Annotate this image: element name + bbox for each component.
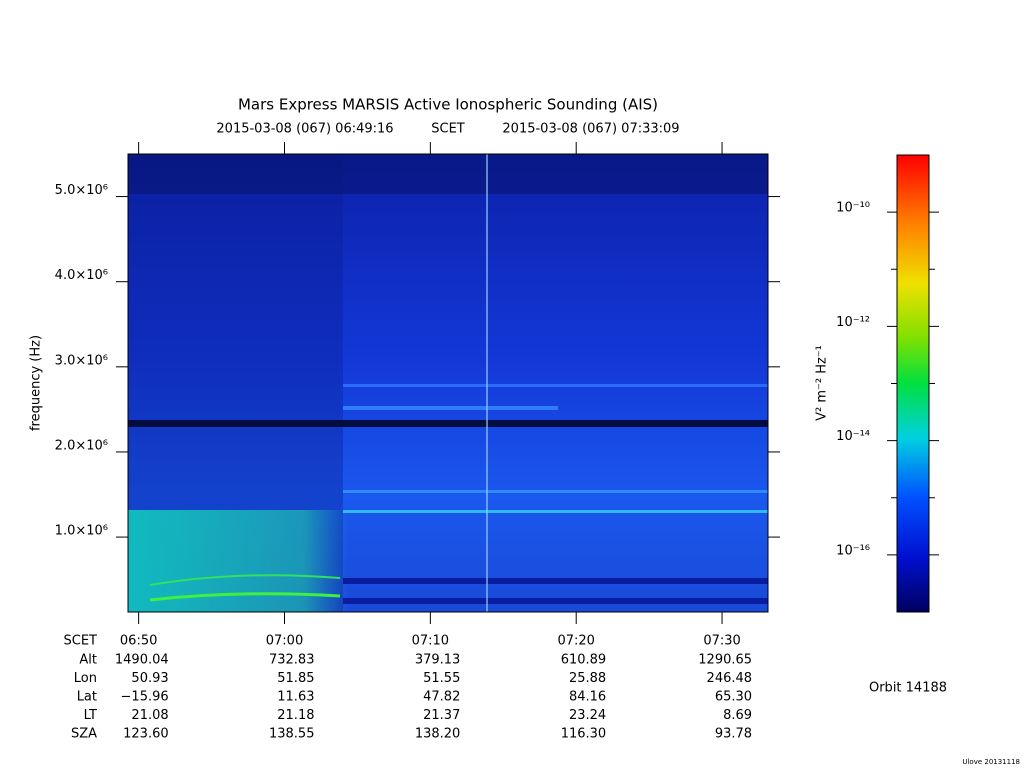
- table-cell: 1290.65: [698, 653, 752, 668]
- spectrogram-band: [128, 420, 768, 427]
- table-row-label: LT: [84, 708, 97, 723]
- spectrogram-band: [343, 406, 558, 410]
- spectrogram-stripe: [486, 154, 488, 612]
- table-cell: −15.96: [121, 690, 169, 705]
- time-label: SCET: [431, 122, 465, 137]
- table-cell: 379.13: [415, 653, 461, 668]
- table-cell: 1490.04: [115, 653, 169, 668]
- table-cell: 246.48: [707, 671, 753, 686]
- colorbar-tick-label: 10⁻¹⁴: [836, 429, 870, 444]
- table-row-label: Lon: [74, 671, 97, 686]
- spectrogram: [128, 154, 768, 612]
- footer: Ulove 20131118: [962, 758, 1020, 766]
- spectrogram-trace: [149, 592, 341, 602]
- y-tick-label: 2.0×10⁶: [55, 438, 108, 453]
- colorbar-tick-label: 10⁻¹²: [836, 315, 870, 330]
- table-row-label: SZA: [71, 727, 97, 742]
- spectrogram-trace: [149, 574, 341, 586]
- table-cell: 138.55: [269, 727, 315, 742]
- orbit-label: Orbit 14188: [869, 681, 947, 696]
- y-tick-label: 3.0×10⁶: [55, 353, 108, 368]
- table-row-label: Lat: [77, 690, 97, 705]
- table-cell: 23.24: [569, 708, 606, 723]
- table-cell: 51.85: [277, 671, 314, 686]
- table-cell: 25.88: [569, 671, 606, 686]
- table-cell: 84.16: [569, 690, 606, 705]
- table-cell: 138.20: [415, 727, 461, 742]
- table-row-label: Alt: [79, 653, 97, 668]
- spectrogram-band: [343, 578, 768, 584]
- table-row-label: SCET: [64, 634, 98, 649]
- x-tick-label: 06:50: [120, 634, 157, 649]
- table-cell: 123.60: [123, 727, 169, 742]
- colorbar-tick-label: 10⁻¹⁶: [836, 543, 870, 558]
- table-cell: 8.69: [723, 708, 752, 723]
- x-tick-label: 07:00: [266, 634, 303, 649]
- y-tick-label: 1.0×10⁶: [55, 524, 108, 539]
- spectrogram-band: [343, 384, 768, 387]
- spectrogram-band: [343, 490, 768, 493]
- y-tick-label: 4.0×10⁶: [55, 268, 108, 283]
- table-cell: 93.78: [715, 727, 752, 742]
- x-tick-label: 07:30: [703, 634, 740, 649]
- table-cell: 11.63: [277, 690, 314, 705]
- colorbar-tick-label: 10⁻¹⁰: [836, 201, 870, 216]
- colorbar-label: V² m⁻² Hz⁻¹: [815, 345, 830, 421]
- x-tick-label: 07:10: [412, 634, 449, 649]
- y-tick-label: 5.0×10⁶: [55, 183, 108, 198]
- table-cell: 65.30: [715, 690, 752, 705]
- table-cell: 21.18: [277, 708, 314, 723]
- end-time: 2015-03-08 (067) 07:33:09: [502, 122, 679, 137]
- x-tick-label: 07:20: [557, 634, 594, 649]
- start-time: 2015-03-08 (067) 06:49:16: [216, 122, 393, 137]
- chart-title: Mars Express MARSIS Active Ionospheric S…: [238, 96, 658, 114]
- table-cell: 21.08: [131, 708, 168, 723]
- spectrogram-band: [343, 510, 768, 513]
- spectrogram-band: [343, 598, 768, 604]
- spectrogram-region: [128, 154, 768, 194]
- table-cell: 47.82: [423, 690, 460, 705]
- spectrogram-region: [128, 510, 348, 612]
- table-cell: 732.83: [269, 653, 315, 668]
- table-cell: 50.93: [131, 671, 168, 686]
- table-cell: 610.89: [561, 653, 607, 668]
- plot-frame: [127, 153, 769, 613]
- table-cell: 21.37: [423, 708, 460, 723]
- table-cell: 116.30: [561, 727, 607, 742]
- colorbar: [896, 154, 930, 613]
- y-axis-label: frequency (Hz): [29, 335, 44, 431]
- table-cell: 51.55: [423, 671, 460, 686]
